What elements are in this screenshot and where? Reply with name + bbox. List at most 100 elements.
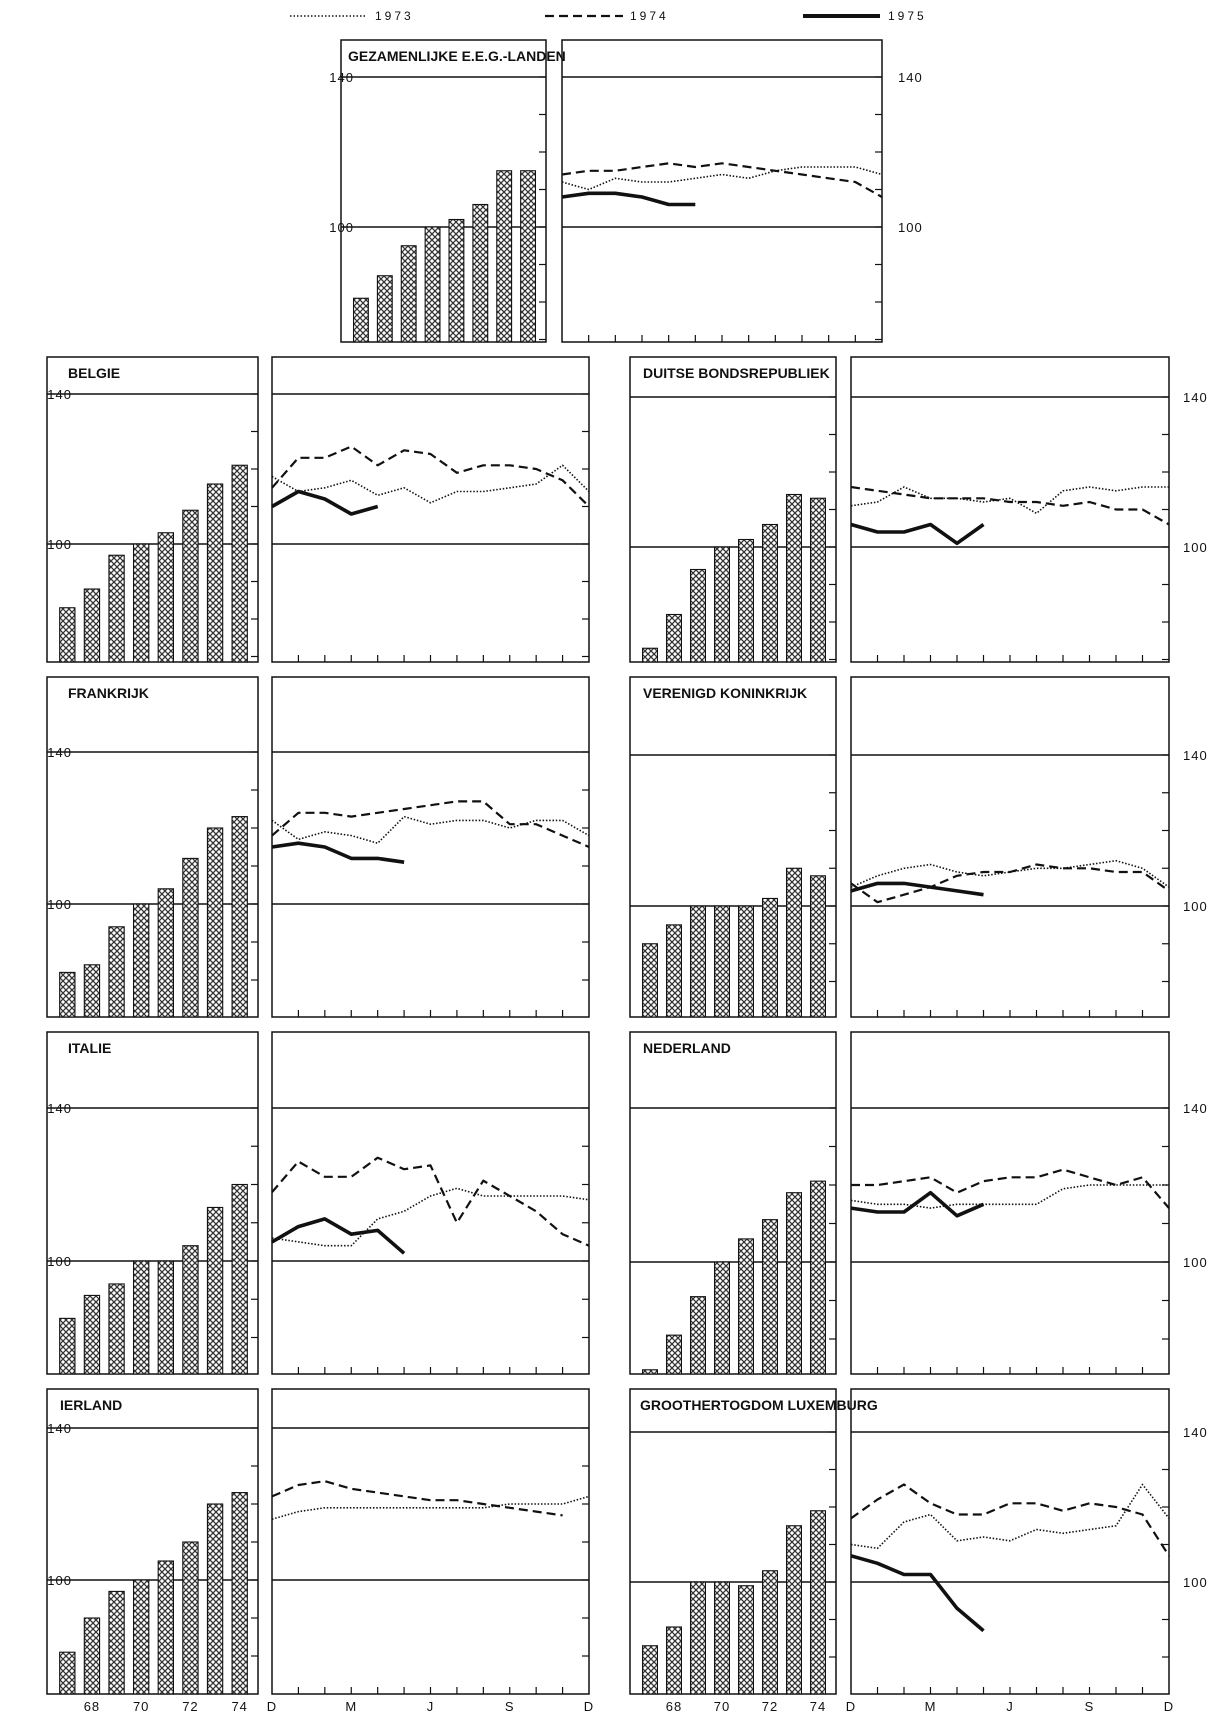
x-tick-label-72: 72: [762, 1699, 778, 1714]
bar-68: [666, 1334, 682, 1375]
chart-panel-ierland: IERLAND 140 100 68 70 72 74 D M J S D: [46, 1388, 593, 1714]
gridlines: [630, 1107, 1169, 1374]
y-tick-label-140: 140: [1183, 390, 1208, 405]
series-line-1974: [271, 800, 590, 849]
y-tick-labels: 140 100: [47, 387, 72, 552]
line-frame: [850, 676, 1170, 1018]
chart-panel-italie: ITALIE 140 100: [46, 1031, 590, 1375]
bar-74: [810, 875, 826, 1018]
bar-72: [182, 857, 199, 1018]
bar-68: [83, 1617, 101, 1695]
bar-74: [231, 1183, 248, 1375]
x-tick-label-j: J: [1006, 1699, 1014, 1714]
bar-70: [714, 1581, 730, 1695]
bar-67: [59, 1317, 76, 1375]
series-line-1974: [561, 162, 883, 198]
series-line-1974: [271, 1156, 590, 1247]
y-tick-label-140: 140: [47, 1421, 72, 1436]
bar-71: [157, 532, 174, 663]
bar-71: [157, 1260, 174, 1375]
gridlines: [341, 76, 882, 342]
series-line-1973: [850, 859, 1170, 888]
bar-71: [157, 888, 174, 1018]
x-tick-label-m: M: [345, 1699, 357, 1714]
gridlines: [47, 751, 589, 1017]
gridlines: [47, 393, 589, 662]
series-line-1973: [561, 166, 883, 191]
y-tick-label-100: 100: [1183, 1575, 1208, 1590]
series-line-1975: [850, 1190, 985, 1218]
bar-69: [400, 245, 417, 343]
y-tick-label-100: 100: [1183, 540, 1208, 555]
bar-67: [642, 943, 658, 1018]
bar-frame: [629, 1388, 837, 1695]
chart-panel-frankrijk: FRANKRIJK 140 100: [46, 676, 590, 1018]
bar-frame: [340, 39, 547, 343]
y-tick-label-140-right: 140: [898, 70, 923, 85]
bar-68: [83, 588, 101, 663]
series-line-1975: [850, 881, 984, 897]
y-tick-label-100-right: 100: [898, 220, 923, 235]
bars: [59, 464, 248, 663]
bar-73: [206, 1206, 224, 1375]
bar-70: [133, 543, 150, 663]
bar-73: [786, 1525, 802, 1695]
panel-title: VERENIGD KONINKRIJK: [643, 685, 807, 701]
panel-title: NEDERLAND: [643, 1040, 731, 1056]
bar-74: [231, 816, 248, 1018]
bar-69: [690, 1581, 706, 1695]
bar-70: [714, 546, 730, 663]
line-frame: [271, 1031, 590, 1375]
bar-72: [182, 1245, 199, 1375]
bars: [59, 1183, 248, 1375]
series-line-1973: [271, 815, 590, 845]
x-tick-label-d-end: D: [1164, 1699, 1174, 1714]
line-frame: [271, 356, 590, 663]
y-tick-label-100: 100: [1183, 899, 1208, 914]
bar-frame: [46, 1031, 259, 1375]
bar-73: [206, 483, 224, 663]
bar-70: [424, 226, 441, 343]
bar-71: [448, 218, 465, 343]
bar-70: [714, 1261, 730, 1375]
bar-69: [108, 926, 125, 1018]
bar-72: [182, 1541, 199, 1695]
bar-70: [714, 905, 730, 1018]
x-tick-label-m: M: [925, 1699, 937, 1714]
y-tick-labels: 140 100: [1183, 390, 1208, 555]
bars: [642, 1510, 826, 1695]
lines: [561, 162, 883, 207]
bars: [59, 816, 248, 1018]
bar-73: [206, 827, 224, 1018]
y-tick-label-140: 140: [47, 745, 72, 760]
bar-68: [376, 275, 393, 343]
bar-73: [786, 1192, 802, 1375]
bars: [642, 493, 826, 663]
x-tick-labels: 68 70 72 74 D M J S D: [84, 1699, 593, 1714]
gridlines: [630, 754, 1169, 1017]
bar-72: [762, 897, 778, 1018]
x-tick-label-72: 72: [182, 1699, 198, 1714]
y-tick-label-140: 140: [47, 387, 72, 402]
bar-69: [690, 1296, 706, 1375]
bar-72: [472, 203, 489, 343]
chart-panel-duitse-bondsrepubliek: DUITSE BONDSREPUBLIEK 140 100: [629, 356, 1208, 663]
x-tick-label-70: 70: [133, 1699, 149, 1714]
lines: [850, 1168, 1170, 1218]
series-line-1975: [271, 1217, 406, 1255]
lines: [271, 800, 590, 864]
bar-71: [738, 905, 754, 1018]
x-tick-label-68: 68: [84, 1699, 100, 1714]
bar-73: [786, 867, 802, 1018]
y-tick-labels: 140 100: [47, 745, 72, 912]
y-tick-labels: 140 100: [1183, 1101, 1207, 1270]
x-tick-label-s: S: [505, 1699, 515, 1714]
bar-70: [133, 1579, 150, 1695]
bar-72: [182, 509, 199, 663]
series-line-1973: [850, 486, 1169, 515]
series-line-1974: [850, 485, 1170, 526]
series-line-1973: [271, 1187, 590, 1247]
bars: [59, 1492, 248, 1695]
series-line-1974: [271, 445, 590, 508]
